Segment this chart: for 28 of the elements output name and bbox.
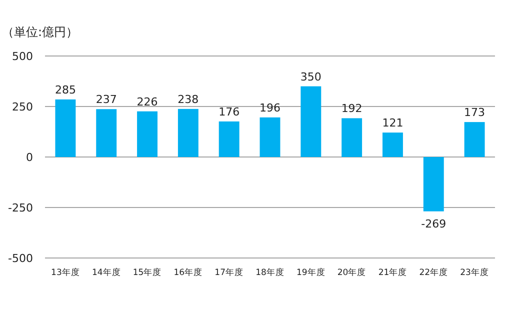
y-tick-label: 0: [26, 151, 33, 164]
x-tick-label: 17年度: [214, 267, 244, 278]
x-tick-label: 14年度: [92, 267, 121, 278]
data-label: 173: [464, 106, 486, 120]
data-label: 237: [96, 93, 117, 106]
x-tick-label: 18年度: [256, 267, 284, 278]
x-tick-label: 16年度: [174, 267, 203, 278]
data-label: 350: [300, 70, 322, 84]
y-axis-title: （単位:億円）: [2, 25, 78, 39]
data-label: 238: [178, 92, 199, 106]
x-tick-label: 20年度: [337, 267, 366, 278]
x-tick-label: 13年度: [51, 267, 80, 278]
x-tick-label: 23年度: [460, 267, 489, 278]
y-tick-label: 500: [12, 50, 33, 63]
y-tick-label: 250: [12, 100, 33, 114]
x-tick-label: 22年度: [419, 267, 448, 278]
data-label: -269: [421, 217, 446, 230]
x-tick-label: 15年度: [132, 267, 162, 278]
x-tick-label: 21年度: [378, 267, 408, 278]
data-label: 226: [136, 95, 158, 108]
y-tick-label: -250: [8, 202, 33, 214]
data-label: 176: [218, 105, 240, 118]
data-label: 121: [382, 116, 404, 130]
y-tick-label: -500: [8, 252, 33, 265]
data-label: 285: [54, 83, 76, 96]
data-label: 196: [260, 101, 280, 114]
x-tick-label: 19年度: [296, 267, 326, 278]
data-label: 192: [341, 102, 362, 116]
